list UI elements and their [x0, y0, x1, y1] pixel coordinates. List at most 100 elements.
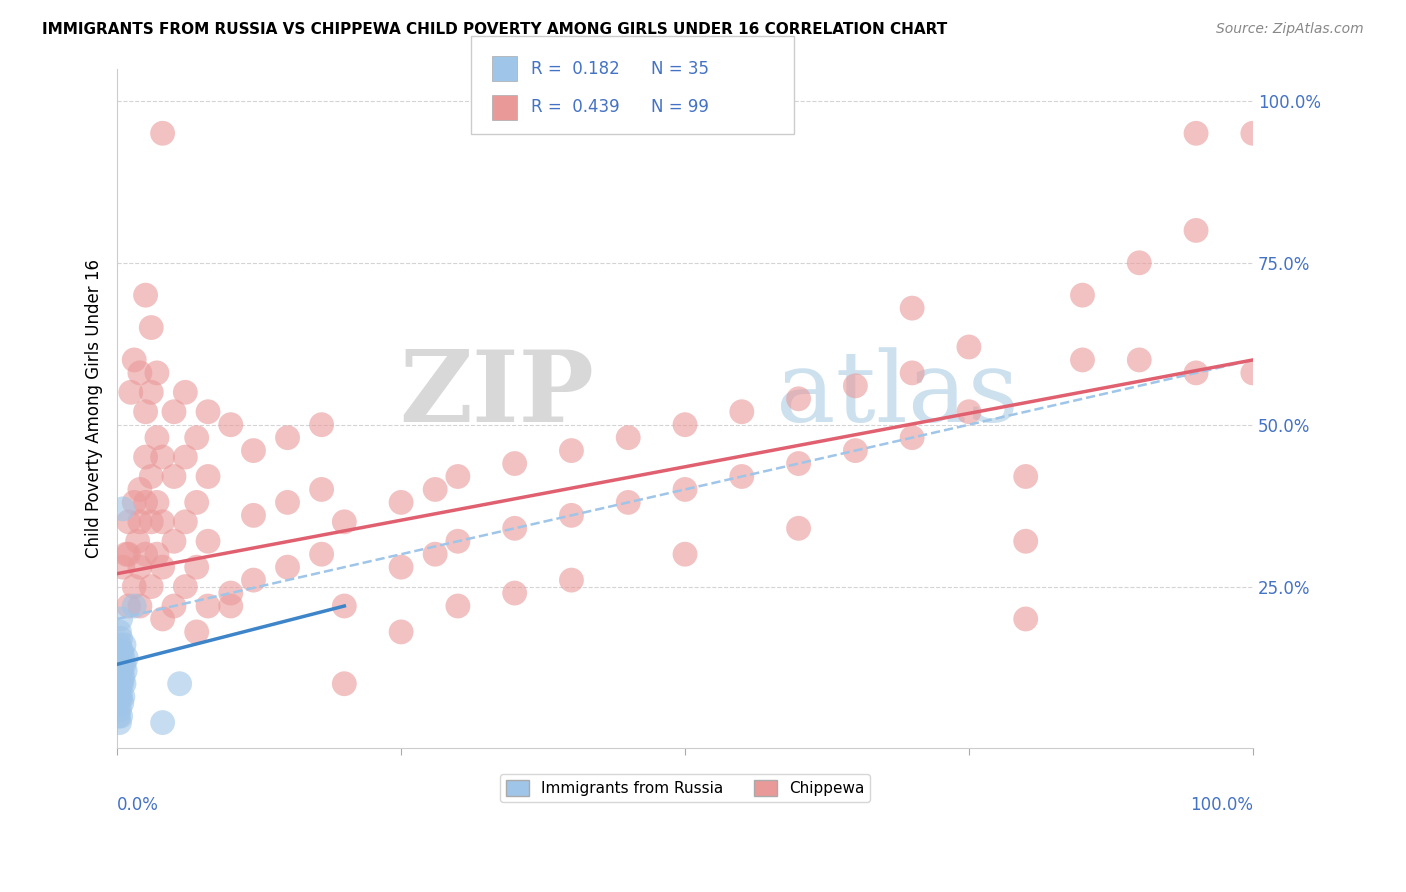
Point: [425, 483, 447, 497]
Point: [122, 599, 145, 613]
Point: [333, 599, 356, 613]
Point: [242, 508, 264, 523]
Point: [186, 495, 208, 509]
Point: [673, 547, 696, 561]
Point: [107, 690, 129, 704]
Point: [111, 677, 134, 691]
Point: [117, 599, 139, 613]
Point: [503, 457, 526, 471]
Point: [117, 547, 139, 561]
Point: [163, 599, 186, 613]
Text: N = 99: N = 99: [651, 98, 709, 116]
Point: [617, 431, 640, 445]
Point: [117, 515, 139, 529]
Point: [219, 599, 242, 613]
Point: [174, 450, 197, 464]
Text: N = 35: N = 35: [651, 60, 709, 78]
Point: [1071, 288, 1094, 302]
Point: [163, 469, 186, 483]
Point: [277, 560, 299, 574]
Point: [389, 495, 412, 509]
Point: [111, 670, 134, 684]
Point: [425, 547, 447, 561]
Point: [731, 405, 754, 419]
Point: [108, 715, 131, 730]
Point: [112, 677, 135, 691]
Point: [333, 677, 356, 691]
Point: [108, 650, 131, 665]
Point: [174, 515, 197, 529]
Point: [389, 624, 412, 639]
Point: [186, 560, 208, 574]
Point: [110, 644, 132, 658]
Point: [186, 624, 208, 639]
Point: [111, 690, 134, 704]
Point: [122, 580, 145, 594]
Point: [503, 521, 526, 535]
Legend: Immigrants from Russia, Chippewa: Immigrants from Russia, Chippewa: [499, 774, 870, 802]
Point: [277, 495, 299, 509]
Point: [111, 696, 134, 710]
Point: [447, 599, 470, 613]
Point: [901, 431, 924, 445]
Point: [174, 385, 197, 400]
Point: [174, 580, 197, 594]
Point: [277, 431, 299, 445]
Point: [1128, 353, 1150, 368]
Point: [560, 508, 582, 523]
Text: IMMIGRANTS FROM RUSSIA VS CHIPPEWA CHILD POVERTY AMONG GIRLS UNDER 16 CORRELATIO: IMMIGRANTS FROM RUSSIA VS CHIPPEWA CHILD…: [42, 22, 948, 37]
Point: [141, 320, 163, 334]
Point: [110, 612, 132, 626]
Point: [129, 483, 152, 497]
Text: R =  0.439: R = 0.439: [531, 98, 620, 116]
Point: [146, 366, 169, 380]
Point: [1015, 534, 1038, 549]
Point: [110, 690, 132, 704]
Point: [108, 677, 131, 691]
Point: [141, 385, 163, 400]
Point: [135, 450, 157, 464]
Point: [242, 573, 264, 587]
Point: [787, 457, 810, 471]
Point: [135, 495, 157, 509]
Point: [1015, 612, 1038, 626]
Y-axis label: Child Poverty Among Girls Under 16: Child Poverty Among Girls Under 16: [86, 259, 103, 558]
Point: [110, 709, 132, 723]
Point: [389, 560, 412, 574]
Point: [152, 450, 174, 464]
Point: [197, 534, 219, 549]
Point: [1241, 126, 1264, 140]
Point: [108, 703, 131, 717]
Point: [311, 417, 333, 432]
Point: [673, 483, 696, 497]
Point: [108, 690, 131, 704]
Point: [311, 547, 333, 561]
Point: [127, 534, 149, 549]
Point: [1185, 223, 1208, 237]
Point: [111, 650, 134, 665]
Point: [107, 677, 129, 691]
Point: [333, 515, 356, 529]
Point: [146, 431, 169, 445]
Point: [135, 547, 157, 561]
Point: [560, 573, 582, 587]
Point: [146, 547, 169, 561]
Point: [957, 405, 980, 419]
Point: [141, 515, 163, 529]
Point: [1185, 126, 1208, 140]
Point: [108, 624, 131, 639]
Point: [115, 650, 138, 665]
Point: [163, 405, 186, 419]
Point: [1015, 469, 1038, 483]
Point: [146, 495, 169, 509]
Point: [186, 431, 208, 445]
Point: [169, 677, 191, 691]
Point: [197, 405, 219, 419]
Point: [447, 469, 470, 483]
Point: [197, 599, 219, 613]
Point: [115, 547, 138, 561]
Point: [957, 340, 980, 354]
Point: [152, 126, 174, 140]
Point: [503, 586, 526, 600]
Point: [152, 612, 174, 626]
